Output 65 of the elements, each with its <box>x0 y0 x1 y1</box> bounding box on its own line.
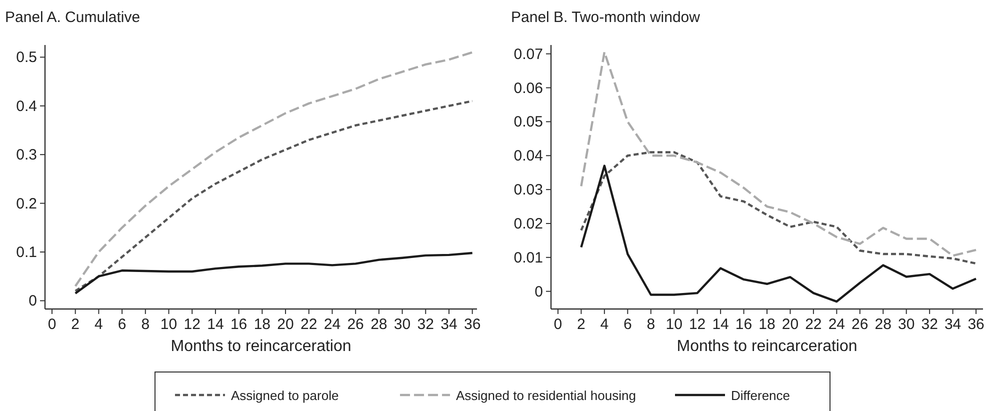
x-tick-label: 12 <box>688 316 706 333</box>
x-tick-label: 18 <box>254 316 271 333</box>
y-tick-label: 0.5 <box>16 49 37 66</box>
x-tick-label: 36 <box>464 316 481 333</box>
x-tick-label: 8 <box>646 316 656 333</box>
x-tick-label: 4 <box>600 316 609 333</box>
x-axis-title: Months to reincarceration <box>676 338 858 355</box>
line-series <box>580 151 978 265</box>
y-tick-label: 0.07 <box>514 46 543 63</box>
x-tick-label: 12 <box>184 316 200 333</box>
y-tick-label: 0.1 <box>16 244 37 262</box>
x-tick-label: 22 <box>300 316 318 333</box>
y-tick-label: 0.4 <box>16 98 37 115</box>
y-tick-label: 0.02 <box>514 215 543 232</box>
legend-label: Assigned to residential housing <box>456 388 636 403</box>
y-tick-label: 0.04 <box>514 148 543 165</box>
x-tick-label: 30 <box>898 316 915 333</box>
x-tick-label: 26 <box>852 316 868 333</box>
x-tick-label: 0 <box>554 316 562 333</box>
y-tick-label: 0.2 <box>16 195 37 212</box>
x-tick-label: 20 <box>782 316 799 333</box>
y-tick-label: 0.05 <box>514 114 543 131</box>
line-series <box>74 100 474 292</box>
legend-label: Assigned to parole <box>231 388 339 403</box>
x-tick-label: 8 <box>141 316 150 333</box>
line-series <box>580 51 978 257</box>
x-tick-label: 32 <box>417 316 434 333</box>
x-tick-label: 34 <box>944 316 962 333</box>
x-tick-label: 16 <box>735 316 752 333</box>
x-tick-label: 2 <box>577 316 586 333</box>
legend-label: Difference <box>731 388 790 403</box>
x-tick-label: 24 <box>828 316 846 333</box>
x-tick-label: 14 <box>712 316 729 333</box>
chart-title: Panel B. Two-month window <box>511 9 700 26</box>
y-tick-label: 0.3 <box>16 146 37 164</box>
x-tick-label: 28 <box>874 316 892 333</box>
x-tick-label: 6 <box>623 316 632 333</box>
x-tick-label: 26 <box>347 316 364 333</box>
x-axis-title: Months to reincarceration <box>170 338 352 355</box>
x-tick-label: 36 <box>968 316 984 333</box>
x-tick-label: 2 <box>71 316 80 333</box>
y-tick-label: 0 <box>28 292 37 310</box>
x-tick-label: 28 <box>370 316 388 333</box>
y-tick-label: 0.06 <box>514 80 543 97</box>
y-tick-label: 0.01 <box>514 249 543 266</box>
x-tick-label: 16 <box>230 316 248 333</box>
x-tick-label: 30 <box>394 316 411 333</box>
x-tick-label: 18 <box>758 316 776 333</box>
x-tick-label: 32 <box>921 316 938 333</box>
x-tick-label: 14 <box>207 316 224 333</box>
x-tick-label: 22 <box>805 316 822 333</box>
x-tick-label: 0 <box>48 316 56 333</box>
x-tick-label: 6 <box>118 316 126 333</box>
y-tick-label: 0 <box>534 283 543 300</box>
line-series <box>74 51 474 288</box>
x-tick-label: 20 <box>277 316 294 333</box>
x-tick-label: 10 <box>160 316 178 333</box>
line-series <box>74 252 474 295</box>
x-tick-label: 24 <box>324 316 341 333</box>
x-tick-label: 4 <box>94 316 103 333</box>
chart-title: Panel A. Cumulative <box>5 9 140 26</box>
line-series <box>580 164 978 303</box>
x-tick-label: 10 <box>666 316 682 333</box>
y-tick-label: 0.03 <box>514 182 543 199</box>
x-tick-label: 34 <box>440 316 458 333</box>
